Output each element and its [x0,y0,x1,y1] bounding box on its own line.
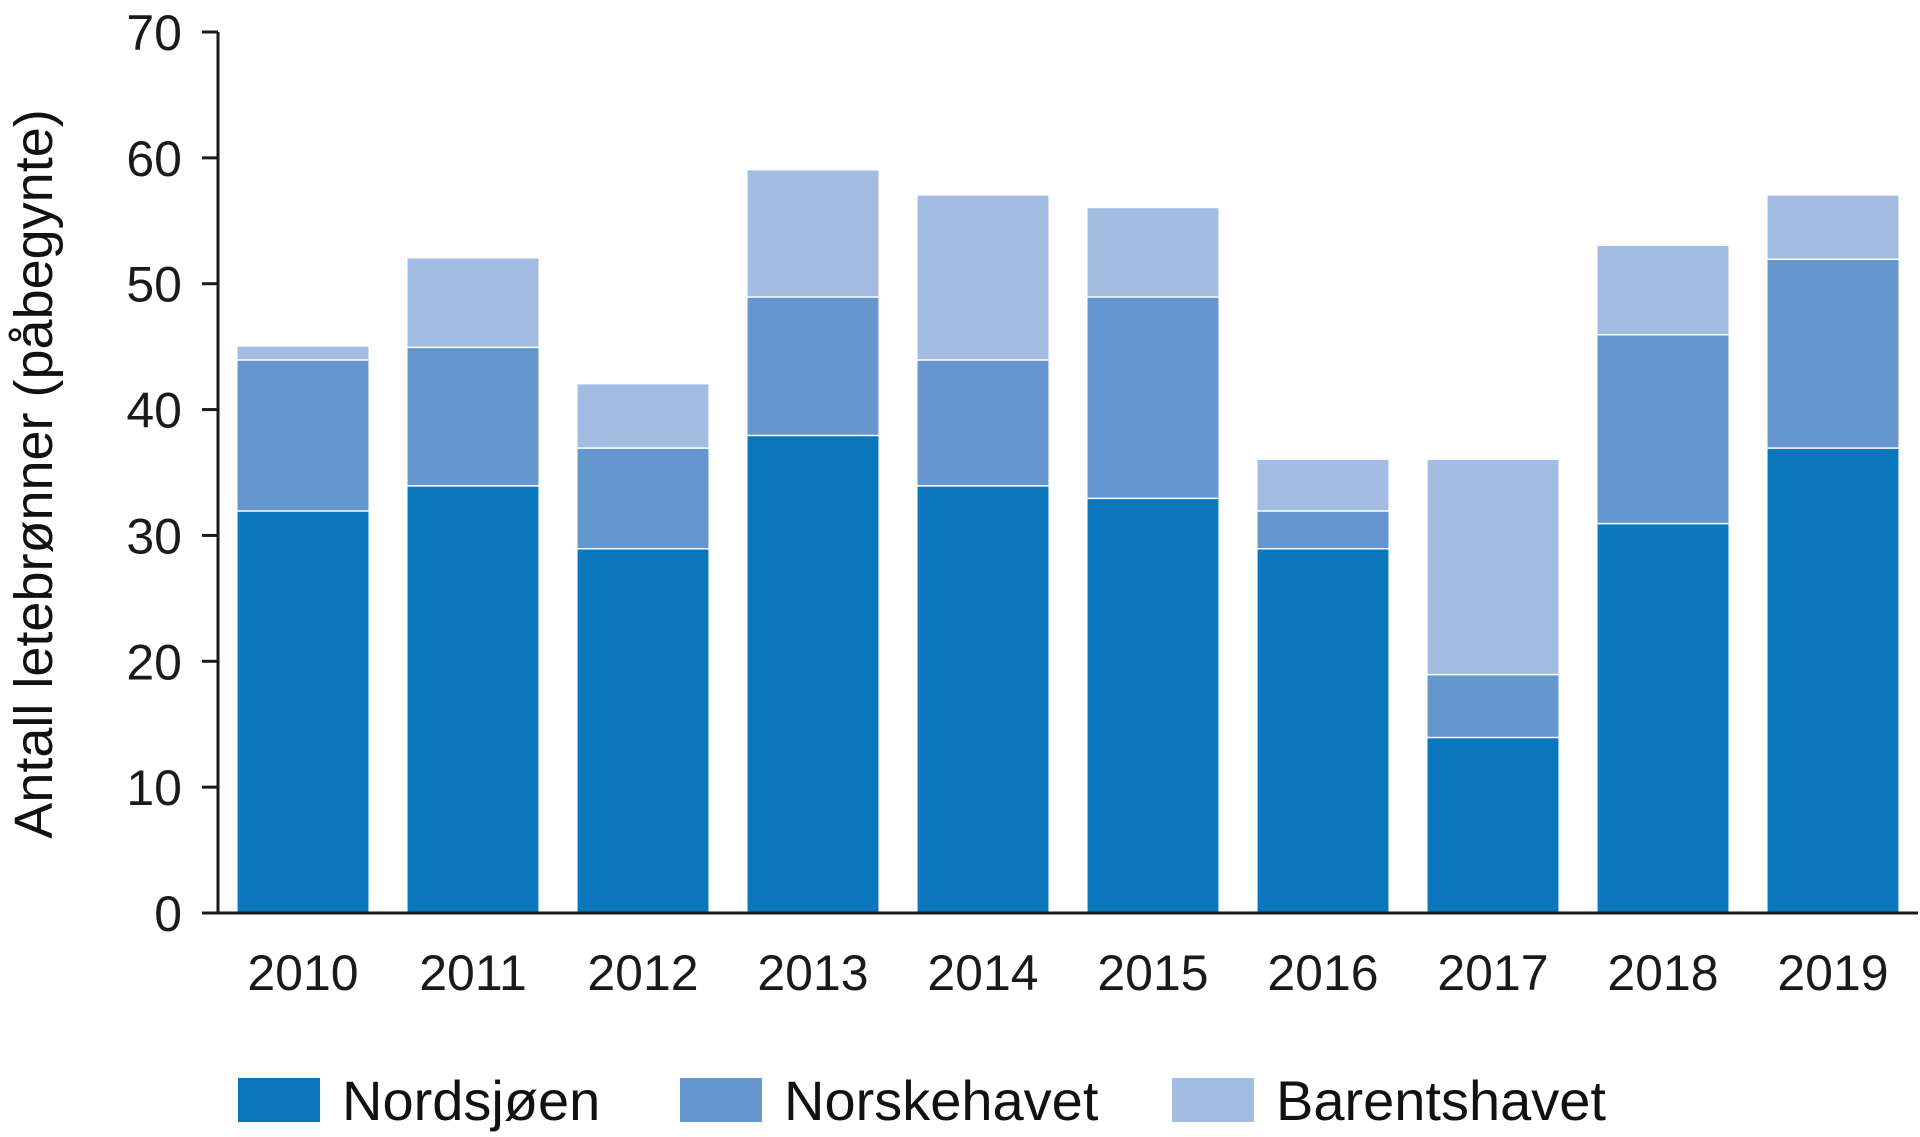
bar-barentshavet-2019 [1767,195,1899,259]
legend-label-nordsjøen: Nordsjøen [342,1069,600,1132]
bar-norskehavet-2011 [407,346,539,486]
bar-nordsjøen-2018 [1597,522,1729,913]
bar-norskehavet-2013 [747,296,879,435]
bar-norskehavet-2010 [237,359,369,511]
bar-nordsjøen-2013 [747,434,879,913]
y-tick-label: 30 [126,508,182,564]
x-tick-label: 2015 [1097,945,1208,1001]
bar-norskehavet-2017 [1427,673,1559,737]
bar-nordsjøen-2014 [917,485,1049,913]
x-tick-label: 2014 [927,945,1038,1001]
bar-barentshavet-2015 [1087,208,1219,297]
bar-norskehavet-2019 [1767,258,1899,448]
bar-nordsjøen-2010 [237,510,369,913]
legend-swatch-norskehavet [680,1078,762,1122]
y-tick-label: 0 [154,886,182,942]
x-tick-label: 2016 [1267,945,1378,1001]
y-tick-label: 20 [126,634,182,690]
legend-label-barentshavet: Barentshavet [1276,1069,1606,1132]
x-tick-label: 2017 [1437,945,1548,1001]
axes-group: 0 10 20 30 40 50 60 70 [126,5,1918,942]
x-tick-label: 2012 [587,945,698,1001]
y-tick-label: 60 [126,131,182,187]
bar-norskehavet-2018 [1597,334,1729,523]
y-tick-label: 70 [126,5,182,61]
bar-barentshavet-2018 [1597,245,1729,335]
legend-swatch-barentshavet [1172,1078,1254,1122]
y-tick-label: 40 [126,383,182,439]
bar-norskehavet-2012 [577,447,709,549]
bar-barentshavet-2016 [1257,459,1389,511]
x-tick-label: 2013 [757,945,868,1001]
bar-nordsjøen-2016 [1257,548,1389,913]
bar-norskehavet-2015 [1087,296,1219,498]
bar-barentshavet-2010 [237,346,369,360]
x-tick-label: 2019 [1777,945,1888,1001]
legend: Nordsjøen Norskehavet Barentshavet [238,1069,1606,1132]
x-tick-label: 2018 [1607,945,1718,1001]
x-tick-label: 2010 [247,945,358,1001]
bar-nordsjøen-2015 [1087,497,1219,913]
bar-norskehavet-2016 [1257,510,1389,549]
legend-label-norskehavet: Norskehavet [784,1069,1099,1132]
y-tick-label: 10 [126,760,182,816]
bar-nordsjøen-2011 [407,485,539,913]
y-tick-label: 50 [126,257,182,313]
bar-barentshavet-2013 [747,170,879,297]
bar-norskehavet-2014 [917,359,1049,486]
bar-barentshavet-2011 [407,258,539,347]
bar-nordsjøen-2017 [1427,736,1559,913]
bar-barentshavet-2014 [917,195,1049,360]
bar-nordsjøen-2019 [1767,447,1899,913]
bars-group: 2010 2011 2012 2013 2014 2015 2016 2017 2018 2019 [237,170,1899,1001]
bar-barentshavet-2017 [1427,459,1559,674]
legend-swatch-nordsjøen [238,1078,320,1122]
bar-nordsjøen-2012 [577,548,709,913]
y-axis-title: Antall letebrønner (påbegynte) [4,109,64,838]
x-tick-label: 2011 [419,945,527,1001]
bar-barentshavet-2012 [577,384,709,448]
